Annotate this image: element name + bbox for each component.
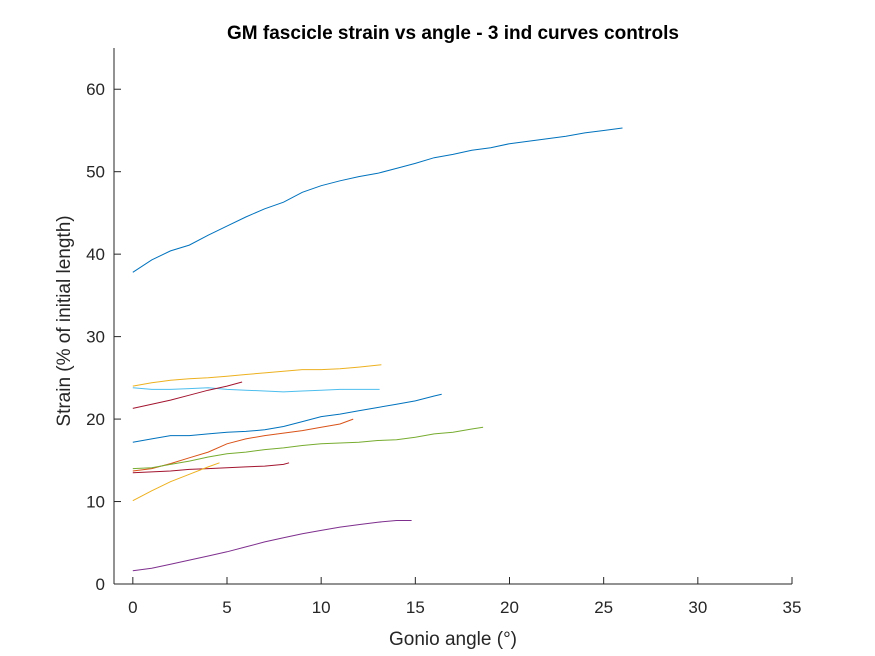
series-line-4 [132,381,243,409]
series-group [132,127,623,572]
series-line-8 [132,462,290,474]
series-line-3 [132,387,380,393]
series-line-7 [132,426,484,470]
x-tick-label: 30 [688,598,707,617]
x-ticks: 0 5 10 15 20 25 30 35 [128,577,801,617]
axes-group [113,48,792,585]
x-tick-label: 10 [312,598,331,617]
x-tick-label: 15 [406,598,425,617]
x-tick-label: 20 [500,598,519,617]
series-line-9 [132,462,220,502]
series-line-6 [132,418,354,472]
y-axis-label: Strain (% of initial length) [54,215,75,426]
y-tick-label: 60 [86,80,105,99]
series-line-2 [132,364,382,387]
y-tick-label: 40 [86,245,105,264]
series-line-5 [132,393,442,443]
y-ticks: 0 10 20 30 40 50 60 [86,80,121,594]
y-tick-label: 10 [86,493,105,512]
y-tick-label: 50 [86,163,105,182]
x-axis-label: Gonio angle (°) [389,629,517,650]
y-tick-label: 20 [86,410,105,429]
x-tick-label: 0 [128,598,137,617]
x-tick-label: 5 [222,598,231,617]
x-tick-label: 25 [594,598,613,617]
series-line-10 [132,520,412,572]
y-tick-label: 30 [86,328,105,347]
y-tick-label: 0 [96,575,105,594]
x-tick-label: 35 [783,598,802,617]
chart-title: GM fascicle strain vs angle - 3 ind curv… [227,23,679,44]
series-line-1 [132,127,623,273]
